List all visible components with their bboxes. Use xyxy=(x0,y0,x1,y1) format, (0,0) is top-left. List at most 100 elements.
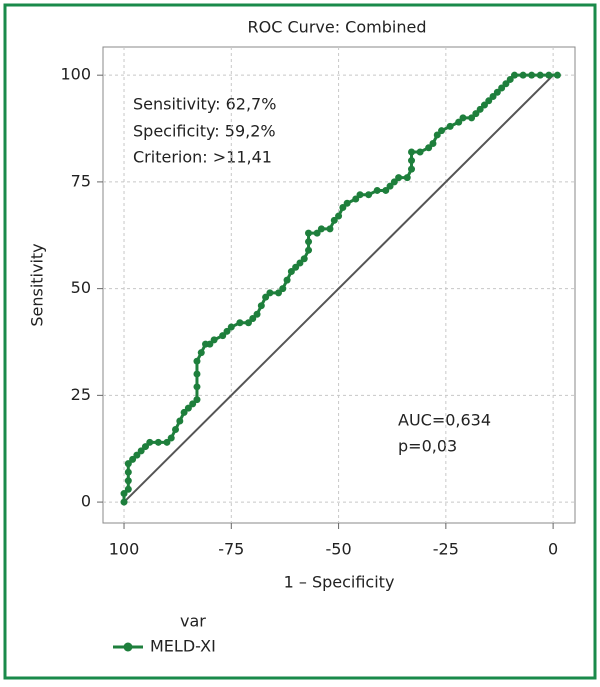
x-tick-label: -25 xyxy=(433,540,459,559)
chart-title: ROC Curve: Combined xyxy=(248,18,427,37)
data-point xyxy=(468,114,476,122)
data-point xyxy=(365,191,373,199)
annotation: p=0,03 xyxy=(398,437,457,456)
data-point xyxy=(438,127,446,135)
data-point xyxy=(141,443,149,451)
data-point xyxy=(184,404,192,412)
data-point xyxy=(210,336,218,344)
annotation: Sensitivity: 62,7% xyxy=(133,95,276,114)
data-point xyxy=(545,71,553,79)
data-point xyxy=(283,276,291,284)
data-point xyxy=(502,80,510,88)
data-point xyxy=(154,438,162,446)
y-axis-label: Sensitivity xyxy=(28,243,47,326)
data-point xyxy=(266,289,274,297)
data-point xyxy=(120,498,128,506)
x-tick-label: -50 xyxy=(326,540,352,559)
data-point xyxy=(425,144,433,152)
legend-title: var xyxy=(180,612,206,631)
x-tick-label: 0 xyxy=(548,540,558,559)
data-point xyxy=(236,319,244,327)
data-point xyxy=(395,174,403,182)
data-point xyxy=(416,148,424,156)
data-point xyxy=(305,246,313,254)
data-point xyxy=(197,349,205,357)
data-point xyxy=(193,357,201,365)
data-point xyxy=(193,370,201,378)
data-point xyxy=(172,426,180,434)
y-tick-label: 0 xyxy=(81,492,91,511)
data-point xyxy=(305,238,313,246)
data-point xyxy=(339,204,347,212)
data-point xyxy=(536,71,544,79)
data-point xyxy=(498,84,506,92)
y-tick-label: 25 xyxy=(71,385,91,404)
data-point xyxy=(223,327,231,335)
data-point xyxy=(167,434,175,442)
data-point xyxy=(386,182,394,190)
data-point xyxy=(433,131,441,139)
legend-label: MELD-XI xyxy=(150,637,216,656)
data-point xyxy=(163,438,171,446)
data-point xyxy=(553,71,561,79)
data-point xyxy=(189,400,197,408)
data-point xyxy=(455,118,463,126)
data-point xyxy=(206,340,214,348)
data-point xyxy=(193,396,201,404)
data-point xyxy=(317,225,325,233)
data-point xyxy=(287,268,295,276)
data-point xyxy=(124,468,132,476)
annotation: AUC=0,634 xyxy=(398,411,491,430)
data-point xyxy=(510,71,518,79)
data-point xyxy=(476,105,484,113)
x-tick-label: 100 xyxy=(109,540,140,559)
data-point xyxy=(137,447,145,455)
data-point xyxy=(124,460,132,468)
data-point xyxy=(180,408,188,416)
frame xyxy=(3,3,597,680)
data-point xyxy=(330,216,338,224)
data-point xyxy=(253,310,261,318)
data-point xyxy=(485,97,493,105)
data-point xyxy=(519,71,527,79)
data-point xyxy=(124,485,132,493)
data-point xyxy=(146,438,154,446)
data-point xyxy=(326,225,334,233)
data-point xyxy=(193,383,201,391)
data-point xyxy=(390,178,398,186)
data-point xyxy=(506,75,514,83)
legend-marker xyxy=(123,642,133,652)
data-point xyxy=(313,229,321,237)
annotation: Criterion: >11,41 xyxy=(133,148,272,167)
data-point xyxy=(352,195,360,203)
annotation: Specificity: 59,2% xyxy=(133,122,276,141)
reference-line xyxy=(123,74,554,503)
data-point xyxy=(305,229,313,237)
data-point xyxy=(129,455,137,463)
data-point xyxy=(124,477,132,485)
data-point xyxy=(176,417,184,425)
data-point xyxy=(472,110,480,118)
data-point xyxy=(408,148,416,156)
y-tick-label: 100 xyxy=(60,65,91,84)
data-point xyxy=(262,293,270,301)
data-point xyxy=(446,122,454,130)
data-point xyxy=(279,285,287,293)
data-point xyxy=(335,212,343,220)
data-point xyxy=(373,186,381,194)
data-point xyxy=(382,186,390,194)
data-point xyxy=(489,93,497,101)
data-point xyxy=(244,319,252,327)
y-tick-label: 50 xyxy=(71,278,91,297)
data-point xyxy=(227,323,235,331)
x-tick-label: -75 xyxy=(218,540,244,559)
y-tick-label: 75 xyxy=(71,171,91,190)
data-point xyxy=(528,71,536,79)
data-point xyxy=(343,199,351,207)
x-axis-label: 1 – Specificity xyxy=(284,573,395,592)
data-point xyxy=(133,451,141,459)
data-point xyxy=(274,289,282,297)
data-point xyxy=(257,302,265,310)
data-point xyxy=(493,88,501,96)
